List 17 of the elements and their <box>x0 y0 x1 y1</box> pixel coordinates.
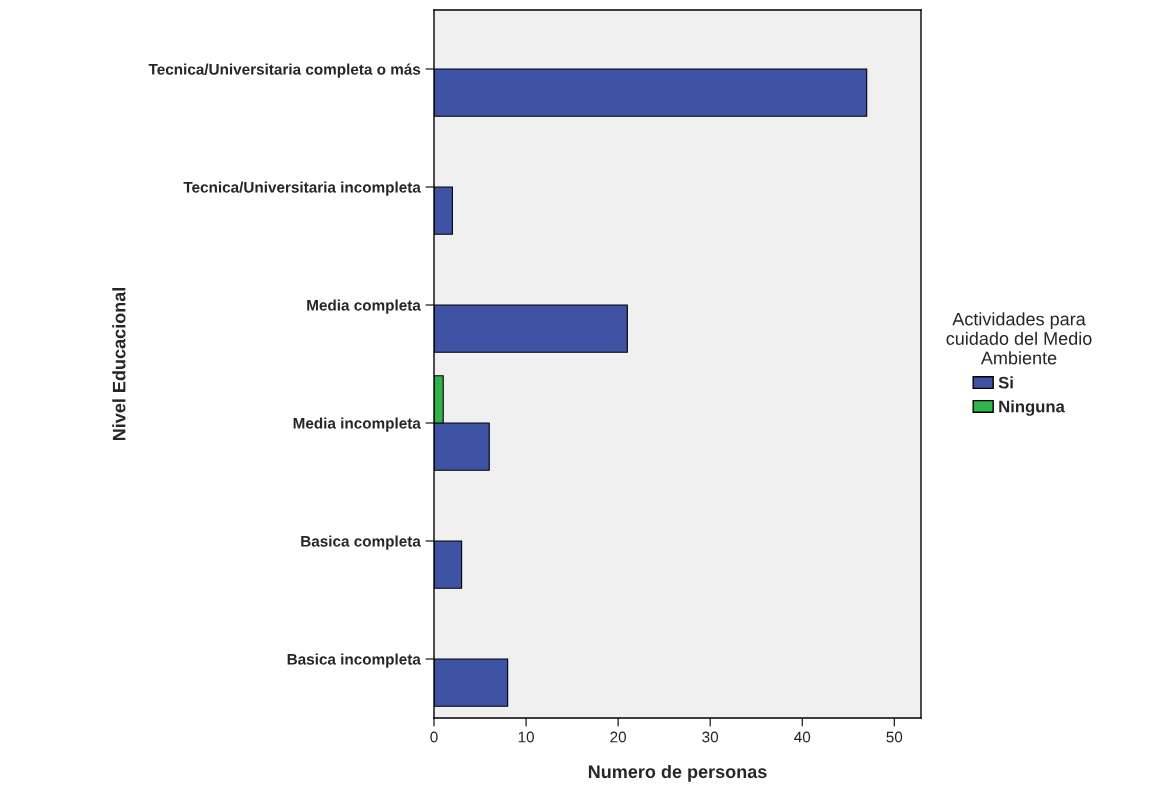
x-tick-label: 50 <box>886 731 903 743</box>
y-tick-label: Basica incompleta <box>287 653 421 668</box>
x-tick-label: 10 <box>518 731 534 743</box>
legend-label: Si <box>998 376 1013 389</box>
x-axis-title: Numero de personas <box>588 764 767 782</box>
x-tick-label: 40 <box>794 731 811 743</box>
y-tick-label: Basica completa <box>301 535 421 550</box>
x-tick-label: 30 <box>702 731 719 743</box>
y-tick-label: Media incompleta <box>293 417 421 432</box>
x-tick-label: 0 <box>430 731 438 743</box>
y-tick-label: Tecnica/Universitaria completa o más <box>148 63 421 78</box>
y-tick-label: Tecnica/Universitaria incompleta <box>183 181 421 196</box>
x-tick-label: 20 <box>610 731 627 743</box>
y-tick-label: Media completa <box>307 299 421 314</box>
y-axis-title: Nivel Educacional <box>112 288 126 441</box>
legend-label: Ninguna <box>999 400 1065 416</box>
legend-title: Actividades para cuidado del Medio Ambiente <box>946 312 1092 365</box>
